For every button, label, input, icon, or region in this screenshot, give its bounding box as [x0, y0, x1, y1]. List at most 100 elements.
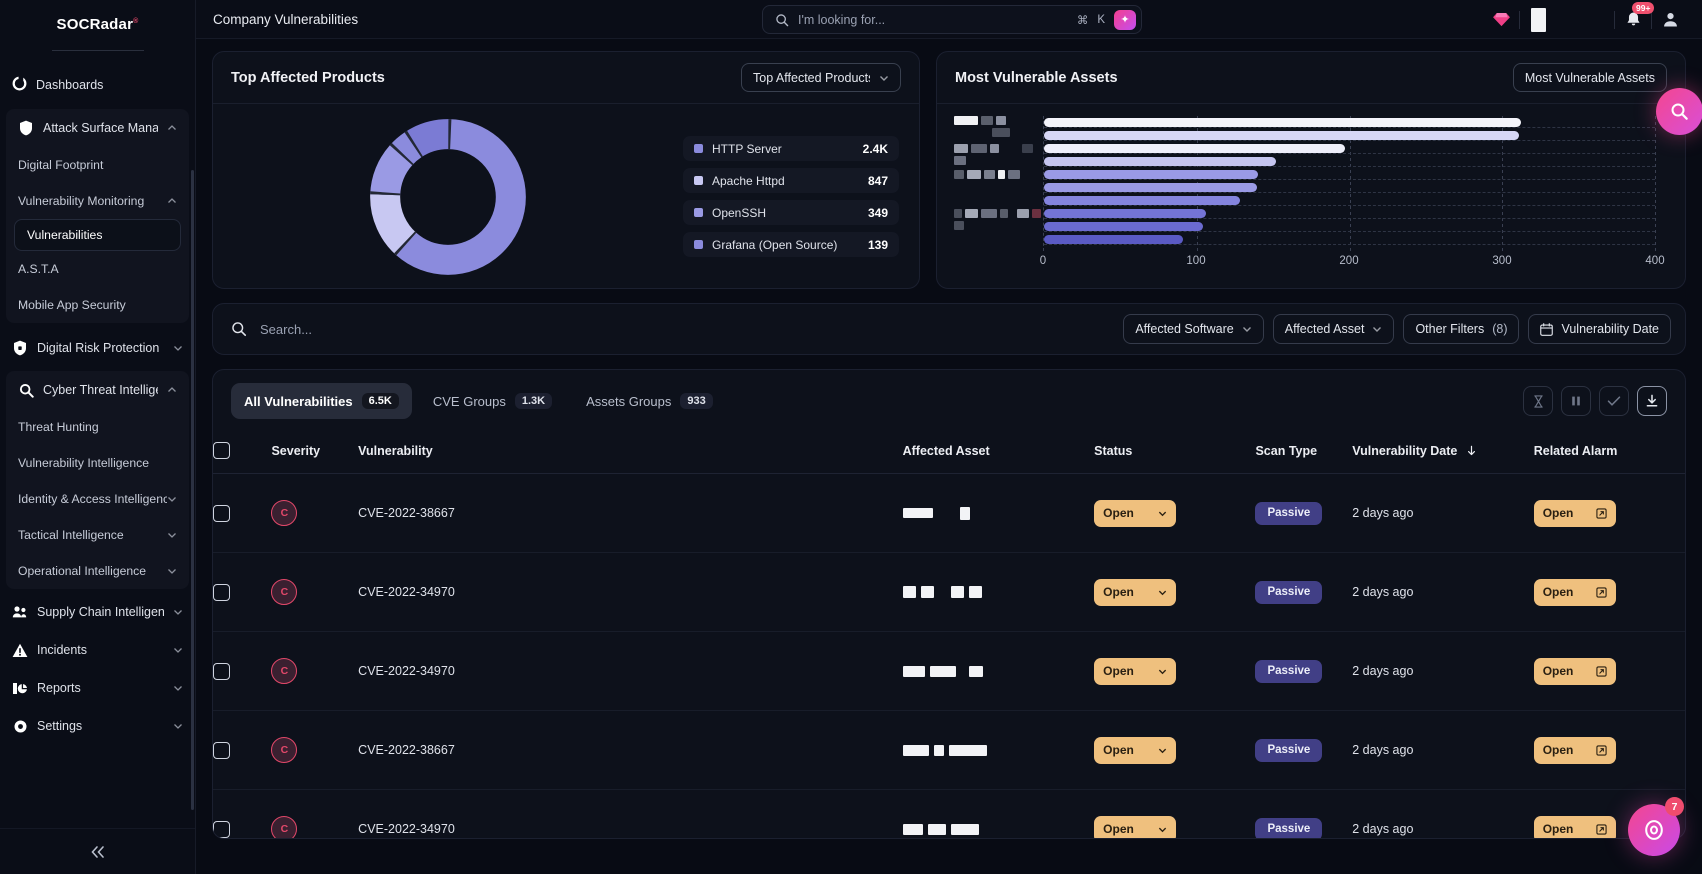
sidebar-item-digital-risk-protection[interactable]: Digital Risk Protection: [0, 329, 195, 367]
bar-asset-3[interactable]: [1044, 144, 1345, 153]
sidebar-item-dashboards[interactable]: Dashboards: [0, 65, 195, 105]
gem-icon[interactable]: [1483, 0, 1519, 39]
tab-all-vulnerabilities[interactable]: All Vulnerabilities 6.5K: [231, 383, 412, 419]
sidebar-item-tactical-intelligence[interactable]: Tactical Intelligence: [6, 517, 189, 553]
sidebar-item-settings[interactable]: Settings: [0, 707, 195, 745]
related-alarm-button[interactable]: Open: [1533, 657, 1616, 685]
table-row[interactable]: C CVE-2022-38667 Open: [213, 710, 1685, 790]
global-search-input[interactable]: I'm looking for... ⌘ K ✦: [762, 5, 1142, 34]
top-bar-actions: 99+: [1483, 0, 1688, 39]
row-checkbox[interactable]: [213, 662, 230, 680]
download-icon[interactable]: [1637, 386, 1667, 416]
cell-vulnerability[interactable]: CVE-2022-34970: [358, 631, 903, 711]
status-dropdown[interactable]: Open: [1094, 736, 1177, 764]
legend-item[interactable]: Grafana (Open Source) 139: [683, 232, 899, 257]
chat-assistant-icon[interactable]: [1628, 804, 1680, 856]
tab-cve-groups[interactable]: CVE Groups 1.3K: [420, 383, 565, 419]
sidebar-item-identity-access-intelligence[interactable]: Identity & Access Intelligence: [6, 481, 189, 517]
col-status[interactable]: Status: [1094, 432, 1256, 474]
donut-slice-http-server[interactable]: [370, 118, 526, 275]
filter-affected-software[interactable]: Affected Software: [1123, 314, 1264, 344]
sidebar-item-label: Vulnerability Monitoring: [18, 194, 145, 208]
col-scan-type[interactable]: Scan Type: [1255, 432, 1353, 474]
col-vulnerability[interactable]: Vulnerability: [358, 432, 903, 474]
related-alarm-button[interactable]: Open: [1533, 499, 1616, 527]
table-row[interactable]: C CVE-2022-34970 Open: [213, 552, 1685, 632]
sidebar-item-threat-hunting[interactable]: Threat Hunting: [6, 409, 189, 445]
pause-icon[interactable]: [1561, 386, 1591, 416]
sidebar-item-reports[interactable]: Reports: [0, 669, 195, 707]
bar-asset-8[interactable]: [1044, 209, 1206, 218]
bar-asset-10[interactable]: [1044, 235, 1184, 244]
top-affected-products-select[interactable]: Top Affected Products: [741, 63, 901, 92]
bar-asset-1[interactable]: [1044, 118, 1521, 127]
bar-asset-6[interactable]: [1044, 183, 1257, 192]
sidebar-scrollbar[interactable]: [191, 170, 194, 810]
bar-category-label: [954, 209, 1042, 230]
donut-slice-apache-httpd[interactable]: [370, 118, 526, 275]
sidebar-item-vulnerability-intelligence[interactable]: Vulnerability Intelligence: [6, 445, 189, 481]
sidebar-item-vulnerability-monitoring[interactable]: Vulnerability Monitoring: [6, 183, 189, 219]
sidebar-item-asta[interactable]: A.S.T.A: [6, 251, 189, 287]
bar-asset-2[interactable]: [1044, 131, 1520, 140]
sparkle-icon[interactable]: ✦: [1114, 9, 1136, 30]
related-alarm-button[interactable]: Open: [1533, 578, 1616, 606]
cell-vulnerability[interactable]: CVE-2022-38667: [358, 710, 903, 790]
status-dropdown[interactable]: Open: [1094, 578, 1177, 606]
row-checkbox[interactable]: [213, 504, 230, 522]
legend-item[interactable]: OpenSSH 349: [683, 200, 899, 225]
col-related-alarm[interactable]: Related Alarm: [1533, 432, 1685, 474]
bar-asset-9[interactable]: [1044, 222, 1203, 231]
status-dropdown[interactable]: Open: [1094, 499, 1177, 527]
sidebar-collapse-button[interactable]: [0, 828, 195, 874]
bar-asset-5[interactable]: [1044, 170, 1258, 179]
chevron-down-icon: [168, 497, 176, 502]
row-checkbox[interactable]: [213, 583, 230, 601]
sidebar-item-mobile-app-security[interactable]: Mobile App Security: [6, 287, 189, 323]
bar-chart-x-axis: 0 100 200 300 400: [1040, 251, 1665, 273]
table-row[interactable]: C CVE-2022-34970 Open: [213, 789, 1685, 838]
cell-vulnerability[interactable]: CVE-2022-34970: [358, 552, 903, 632]
redacted-top-item[interactable]: [1520, 0, 1556, 39]
filter-vulnerability-date[interactable]: Vulnerability Date: [1528, 314, 1671, 344]
bar-asset-4[interactable]: [1044, 157, 1277, 166]
sidebar-item-vulnerabilities[interactable]: Vulnerabilities: [14, 219, 181, 251]
table-row[interactable]: C CVE-2022-38667 Open Pas: [213, 473, 1685, 553]
cell-vulnerability[interactable]: CVE-2022-38667: [358, 473, 903, 553]
sidebar-item-attack-surface-management[interactable]: Attack Surface Management: [6, 109, 189, 147]
user-avatar-icon[interactable]: [1652, 0, 1688, 39]
col-severity[interactable]: Severity: [271, 432, 359, 474]
select-all-checkbox[interactable]: [213, 442, 230, 459]
sidebar-item-operational-intelligence[interactable]: Operational Intelligence: [6, 553, 189, 589]
hourglass-icon[interactable]: [1523, 386, 1553, 416]
tab-assets-groups[interactable]: Assets Groups 933: [573, 383, 726, 419]
related-alarm-button[interactable]: Open: [1533, 736, 1616, 764]
filter-affected-asset[interactable]: Affected Asset: [1272, 314, 1395, 344]
logo[interactable]: SOCRadar®: [0, 0, 195, 40]
sidebar-item-supply-chain-intelligence[interactable]: Supply Chain Intelligence: [0, 593, 195, 631]
row-checkbox[interactable]: [213, 741, 230, 759]
filter-other-filters[interactable]: Other Filters (8): [1403, 314, 1520, 344]
col-affected-asset[interactable]: Affected Asset: [902, 432, 1095, 474]
row-checkbox[interactable]: [213, 820, 230, 838]
sidebar-item-cyber-threat-intelligence[interactable]: Cyber Threat Intelligence: [6, 371, 189, 409]
status-dropdown[interactable]: Open: [1094, 657, 1177, 685]
sidebar-item-digital-footprint[interactable]: Digital Footprint: [6, 147, 189, 183]
donut-legend: HTTP Server 2.4K Apache Httpd 847 OpenSS…: [683, 136, 919, 257]
legend-item[interactable]: HTTP Server 2.4K: [683, 136, 899, 161]
table-row[interactable]: C CVE-2022-34970 Open: [213, 631, 1685, 711]
cell-vulnerability[interactable]: CVE-2022-34970: [358, 789, 903, 838]
most-vulnerable-assets-select[interactable]: Most Vulnerable Assets: [1512, 63, 1667, 92]
related-alarm-button[interactable]: Open: [1533, 815, 1616, 838]
sidebar-item-incidents[interactable]: Incidents: [0, 631, 195, 669]
donut-slice-other[interactable]: [370, 118, 526, 275]
check-icon[interactable]: [1599, 386, 1629, 416]
notifications-button[interactable]: 99+: [1615, 0, 1655, 39]
status-dropdown[interactable]: Open: [1094, 815, 1177, 838]
legend-item[interactable]: Apache Httpd 847: [683, 168, 899, 193]
col-vulnerability-date[interactable]: Vulnerability Date: [1352, 432, 1534, 474]
chevron-down-icon: [1159, 590, 1167, 595]
bar-asset-7[interactable]: [1044, 196, 1240, 205]
search-fab-button[interactable]: [1656, 88, 1702, 135]
table-search-input[interactable]: Search...: [231, 321, 1114, 337]
